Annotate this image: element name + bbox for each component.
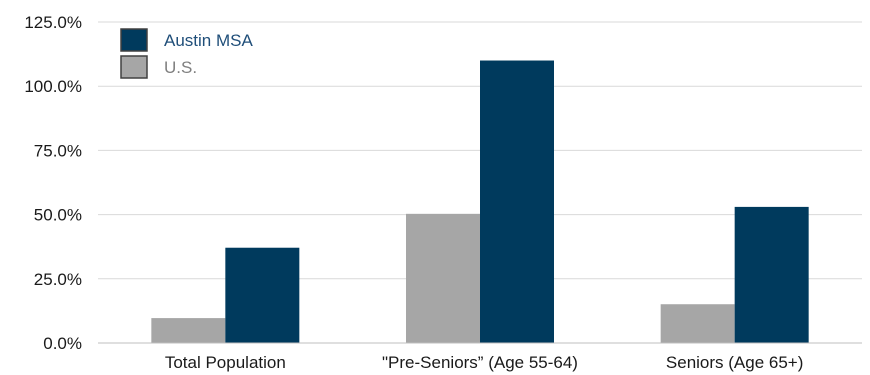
bar-u-s-1	[406, 213, 480, 343]
bar-austin-msa-2	[734, 206, 809, 343]
y-tick-label: 125.0%	[24, 13, 82, 32]
x-axis-category-labels: Total Population "Pre-Seniors” (Age 55-6…	[165, 353, 804, 372]
bars	[151, 60, 809, 344]
legend-label-us: U.S.	[164, 58, 197, 77]
bar-u-s-2	[660, 304, 735, 343]
bar-u-s-0	[151, 318, 226, 343]
bar-austin-msa-0	[225, 247, 300, 343]
y-axis-tick-labels: 0.0% 25.0% 50.0% 75.0% 100.0% 125.0%	[24, 13, 82, 353]
y-tick-label: 0.0%	[43, 334, 82, 353]
y-tick-label: 50.0%	[34, 206, 82, 225]
x-category-label: Total Population	[165, 353, 286, 372]
bar-austin-msa-1	[480, 60, 554, 344]
legend: Austin MSA U.S.	[120, 28, 253, 79]
y-tick-label: 25.0%	[34, 270, 82, 289]
x-category-label: "Pre-Seniors” (Age 55-64)	[382, 353, 578, 372]
legend-label-austin-msa: Austin MSA	[164, 31, 253, 50]
legend-swatch-austin-msa	[120, 28, 148, 52]
y-tick-label: 75.0%	[34, 141, 82, 160]
legend-swatch-us	[120, 55, 148, 79]
y-tick-label: 100.0%	[24, 77, 82, 96]
x-category-label: Seniors (Age 65+)	[666, 353, 804, 372]
